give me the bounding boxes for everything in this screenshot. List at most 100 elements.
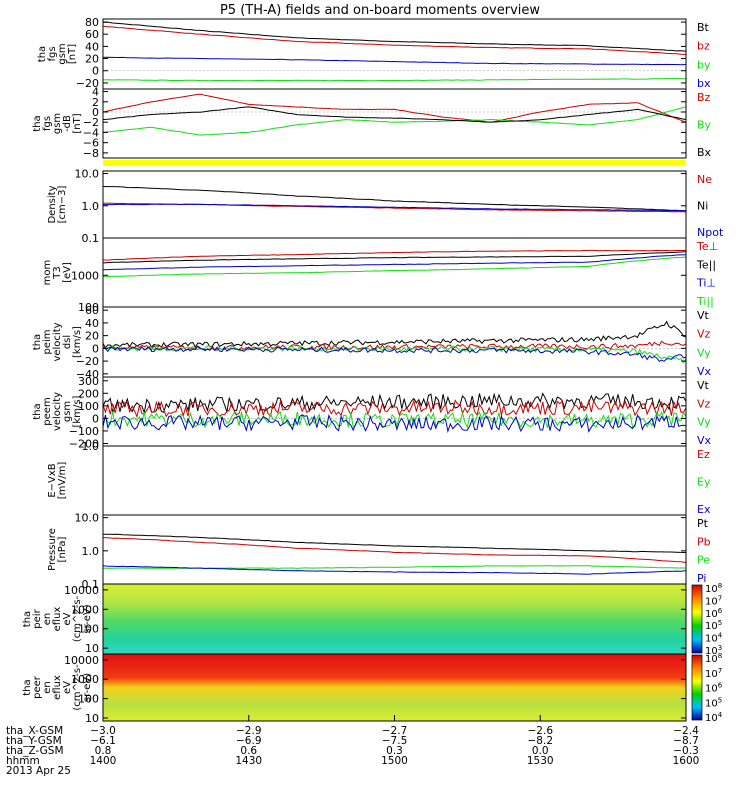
y-tick-label: 20 [85,53,99,66]
y-tick-label: 1000 [71,673,99,686]
x-tick-label: 0.6 [240,745,257,757]
x-tick-label: −3.0 [90,725,116,737]
y-axis-label: Pressure [47,528,58,571]
series-Vy [102,410,687,429]
series-Pt [103,533,687,553]
series-Te⊥ [102,249,686,261]
y-tick-label: 4 [92,86,99,99]
y-axis-label: velocity [52,322,63,361]
y-axis-label: -dB [62,115,73,132]
y-tick-label: −200 [69,437,99,450]
x-tick-label: 1530 [527,755,554,767]
legend-Vx: Vx [697,434,712,447]
y-axis-label: E−VxB [47,463,58,497]
legend-Vz: Vz [697,328,711,341]
y-tick-label: 0.1 [82,232,100,245]
panel-pressure: 10.0 1.0 0.1 Pressure [nPa] Pt Pb Pe Pi [47,512,711,591]
x-tick-label: 1600 [673,755,700,767]
colorbar-label: 107 [705,594,722,607]
legend-Ti||: Ti|| [696,295,714,308]
y-axis-label: gsm [57,43,68,64]
legend-Bz: Bz [697,91,711,104]
legend-bx: bx [697,77,711,90]
x-row-label: hhmm [6,755,40,767]
y-axis-label: mom [42,260,53,286]
y-tick-label: 0 [92,65,99,78]
colorbar-label: 105 [705,619,722,632]
y-axis-label: (cm^2-s- [72,595,83,642]
y-axis-label: tha [22,611,33,627]
y-tick-label: 100 [78,400,99,413]
series-Vx [102,345,687,362]
y-axis-label: Density [47,185,58,223]
panel-frame [102,306,687,378]
legend-Vx: Vx [697,365,712,378]
x-row-label: tha_X-GSM [6,725,63,737]
y-tick-label: 40 [85,317,99,330]
colorbar-label: 108 [705,582,722,595]
y-tick-label: 1000 [71,269,99,282]
series-Pb [102,537,687,563]
colorbar [691,654,703,721]
legend-bz: bz [697,40,710,53]
y-tick-label: −6 [83,137,99,150]
panel-fgs-dB: 420−2−4−6−8 tha fgs gsm -dB [nT] Bz By Bx [32,86,712,160]
x-tick-label: −2.9 [236,725,262,737]
y-tick-label: 10.0 [75,168,100,181]
x-tick-label: −6.9 [236,735,262,747]
y-tick-label: 1.0 [82,440,100,453]
x-tick-label: −8.2 [528,735,554,747]
y-axis-label: peim [42,329,53,354]
y-axis-label: eV [62,681,73,694]
x-row-label: tha_Y-GSM [6,735,62,747]
legend-By: By [697,119,712,132]
y-tick-label: 60 [85,28,99,41]
series-Bz [102,93,687,123]
y-axis-label: T3 [52,266,63,279]
panel-efield: 1.0 E−VxB [mV/m] Ez Ey Ex [47,440,711,516]
y-axis-label: en [42,613,53,626]
colorbar-label: 108 [705,652,722,665]
y-axis-label: [cm−3] [57,186,68,224]
y-tick-label: −8 [83,147,99,160]
panel-density: 10.0 1.0 0.1 Density [cm−3] Ne Ni Npot [47,168,724,245]
y-axis-label: [nT] [67,44,78,64]
y-tick-label: 60 [85,304,99,317]
y-tick-label: 1.0 [82,545,100,558]
panel-frame [102,88,687,159]
colorbar-label: 104 [705,632,723,645]
y-axis-label: peer [32,675,43,699]
legend-Ne: Ne [697,173,712,186]
y-tick-label: 100 [78,301,99,314]
y-tick-label: −100 [69,425,99,438]
y-tick-label: 80 [85,16,99,29]
y-tick-label: −40 [76,368,99,381]
y-axis-label: en [42,681,53,694]
y-tick-label: 20 [85,330,99,343]
series-Vz [102,399,687,419]
series-Vx [102,413,687,434]
legend-Vt: Vt [697,309,710,322]
y-axis-label: sr-eV) [82,673,93,702]
legend-Bx: Bx [697,146,712,159]
y-axis-label: gsm [52,113,63,134]
series-bz [102,25,687,55]
x-tick-label: 0.0 [532,745,549,757]
series-Bx [102,106,687,123]
y-tick-label: −2 [83,116,99,129]
y-axis-label: eflux [52,607,63,632]
y-tick-label: 40 [85,40,99,53]
panel-frame [102,237,687,308]
legend-Ez: Ez [697,448,710,461]
legend-Vy: Vy [697,346,711,359]
colorbar-label: 105 [705,696,722,709]
time-axis-labels: −3.0−6.10.81400−2.9−6.90.61430−2.7−7.50.… [6,715,699,777]
y-tick-label: 0 [92,106,99,119]
legend-Pi: Pi [697,572,706,585]
y-axis-label: [mV/m] [57,462,68,500]
y-axis-label: [km/s] [72,395,83,427]
